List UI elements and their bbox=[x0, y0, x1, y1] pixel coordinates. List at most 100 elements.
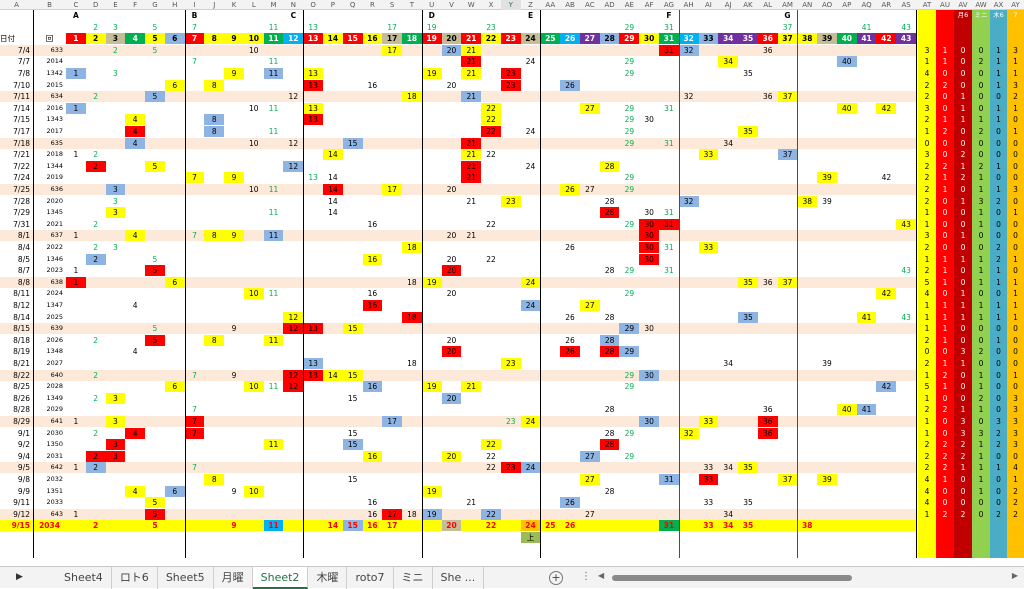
date-cell[interactable]: 9/9 bbox=[17, 486, 30, 496]
header-marker[interactable]: 41 bbox=[861, 22, 872, 32]
drawn-number[interactable]: 27 bbox=[585, 185, 595, 194]
current-date-cell[interactable]: 9/15 bbox=[11, 521, 30, 531]
count-cell[interactable]: 0 bbox=[960, 486, 966, 496]
count-cell[interactable]: 1 bbox=[942, 115, 948, 125]
drawn-number[interactable]: 28 bbox=[599, 207, 620, 219]
number-header-10[interactable]: 10 bbox=[243, 33, 264, 45]
count-cell[interactable]: 2 bbox=[942, 127, 948, 136]
drawn-number[interactable]: 3 bbox=[105, 207, 126, 219]
count-cell[interactable]: 2 bbox=[924, 185, 930, 194]
date-cell[interactable]: 9/8 bbox=[17, 475, 30, 484]
drawn-number[interactable]: 4 bbox=[125, 427, 146, 439]
drawn-number[interactable]: 37 bbox=[777, 149, 798, 161]
drawn-number[interactable]: 16 bbox=[362, 381, 383, 393]
drawn-number[interactable]: 8 bbox=[204, 126, 225, 137]
drawn-number[interactable]: 26 bbox=[565, 312, 575, 322]
count-cell[interactable]: 1 bbox=[960, 405, 966, 415]
drawn-number[interactable]: 36 bbox=[762, 405, 773, 415]
count-cell[interactable]: 1 bbox=[996, 57, 1001, 67]
count-cell[interactable]: 1 bbox=[978, 405, 984, 415]
count-cell[interactable]: 2 bbox=[924, 243, 930, 252]
column-header-a[interactable]: A bbox=[14, 1, 19, 9]
drawn-number[interactable]: 24 bbox=[520, 462, 541, 474]
count-cell[interactable]: 1 bbox=[942, 254, 948, 264]
drawn-number[interactable]: 18 bbox=[407, 277, 417, 287]
count-cell[interactable]: 3 bbox=[924, 231, 930, 241]
group-label-b[interactable]: B bbox=[191, 11, 198, 20]
drawn-number[interactable]: 12 bbox=[288, 92, 299, 102]
drawn-number[interactable]: 16 bbox=[362, 300, 383, 311]
round-cell[interactable]: 1350 bbox=[46, 440, 63, 449]
number-header-19[interactable]: 19 bbox=[421, 33, 442, 45]
drawn-number[interactable]: 18 bbox=[402, 311, 422, 323]
round-cell[interactable]: 2024 bbox=[46, 289, 63, 298]
drawn-number[interactable]: 43 bbox=[896, 218, 916, 230]
count-cell[interactable]: 1 bbox=[942, 301, 948, 310]
count-cell[interactable]: 0 bbox=[960, 185, 966, 194]
count-cell[interactable]: 3 bbox=[978, 428, 984, 438]
column-header-e[interactable]: E bbox=[113, 1, 118, 9]
drawn-number[interactable]: 20 bbox=[446, 289, 457, 299]
drawn-number[interactable]: 11 bbox=[268, 185, 279, 194]
drawn-number[interactable]: 16 bbox=[367, 219, 378, 229]
drawn-number[interactable]: 43 bbox=[901, 312, 911, 322]
count-cell[interactable]: 1 bbox=[978, 370, 984, 380]
count-cell[interactable]: 1 bbox=[978, 440, 984, 450]
round-cell[interactable]: 1346 bbox=[46, 254, 63, 263]
count-cell[interactable]: 0 bbox=[960, 324, 966, 334]
right-panel-label[interactable]: 月6 bbox=[957, 11, 969, 19]
drawn-number[interactable]: 9 bbox=[231, 324, 237, 334]
count-cell[interactable]: 0 bbox=[960, 219, 966, 229]
drawn-number[interactable]: 1 bbox=[73, 509, 79, 519]
round-cell[interactable]: 2025 bbox=[46, 312, 63, 321]
drawn-number[interactable]: 30 bbox=[644, 115, 654, 125]
count-cell[interactable]: 3 bbox=[1013, 417, 1018, 426]
drawn-number[interactable]: 27 bbox=[579, 102, 600, 114]
count-cell[interactable]: 2 bbox=[924, 196, 930, 206]
count-cell[interactable]: 0 bbox=[978, 359, 984, 368]
column-header-n[interactable]: N bbox=[290, 1, 296, 9]
drawn-number[interactable]: 14 bbox=[322, 149, 343, 161]
round-cell[interactable]: 2028 bbox=[46, 382, 63, 391]
count-cell[interactable]: 3 bbox=[1013, 428, 1018, 438]
drawn-number[interactable]: 2 bbox=[93, 428, 99, 438]
count-cell[interactable]: 2 bbox=[924, 359, 930, 368]
number-header-7[interactable]: 7 bbox=[184, 33, 205, 45]
round-cell[interactable]: 2021 bbox=[46, 219, 63, 228]
drawn-number[interactable]: 21 bbox=[461, 44, 482, 56]
drawn-number[interactable]: 5 bbox=[152, 324, 158, 334]
drawn-number[interactable]: 35 bbox=[738, 311, 758, 323]
count-cell[interactable]: 3 bbox=[960, 417, 966, 426]
drawn-number[interactable]: 5 bbox=[145, 508, 165, 520]
column-header-af[interactable]: AF bbox=[644, 1, 654, 9]
drawn-number[interactable]: 32 bbox=[678, 44, 699, 56]
column-header-aq[interactable]: AQ bbox=[861, 1, 872, 9]
column-header-y[interactable]: Y bbox=[500, 0, 521, 10]
count-cell[interactable]: 0 bbox=[978, 417, 984, 426]
count-cell[interactable]: 3 bbox=[978, 196, 984, 206]
count-cell[interactable]: 0 bbox=[996, 498, 1001, 508]
drawn-number[interactable]: 12 bbox=[283, 311, 304, 323]
drawn-number[interactable]: 10 bbox=[249, 45, 259, 55]
count-cell[interactable]: 1 bbox=[1013, 254, 1018, 264]
drawn-number[interactable]: 9 bbox=[224, 230, 244, 242]
column-header-ao[interactable]: AO bbox=[821, 1, 833, 9]
drawn-number[interactable]: 36 bbox=[762, 92, 773, 102]
count-cell[interactable]: 0 bbox=[1013, 243, 1018, 252]
column-header-w[interactable]: W bbox=[467, 1, 475, 9]
round-cell[interactable]: 2023 bbox=[46, 266, 63, 275]
count-cell[interactable]: 0 bbox=[996, 393, 1001, 403]
drawn-number[interactable]: 26 bbox=[560, 184, 580, 195]
drawn-number[interactable]: 29 bbox=[624, 57, 635, 67]
column-header-z[interactable]: Z bbox=[528, 1, 533, 9]
count-cell[interactable]: 0 bbox=[960, 127, 966, 136]
number-header-20[interactable]: 20 bbox=[441, 33, 462, 45]
tab-sheet4[interactable]: Sheet4 bbox=[56, 567, 112, 589]
drawn-number[interactable]: 13 bbox=[303, 114, 323, 126]
drawn-number[interactable]: 17 bbox=[382, 44, 403, 56]
count-cell[interactable]: 1 bbox=[978, 382, 984, 392]
drawn-number[interactable]: 28 bbox=[604, 405, 615, 415]
round-cell[interactable]: 2031 bbox=[46, 451, 63, 460]
count-cell[interactable]: 1 bbox=[1013, 127, 1018, 136]
drawn-number[interactable]: 26 bbox=[560, 346, 580, 358]
